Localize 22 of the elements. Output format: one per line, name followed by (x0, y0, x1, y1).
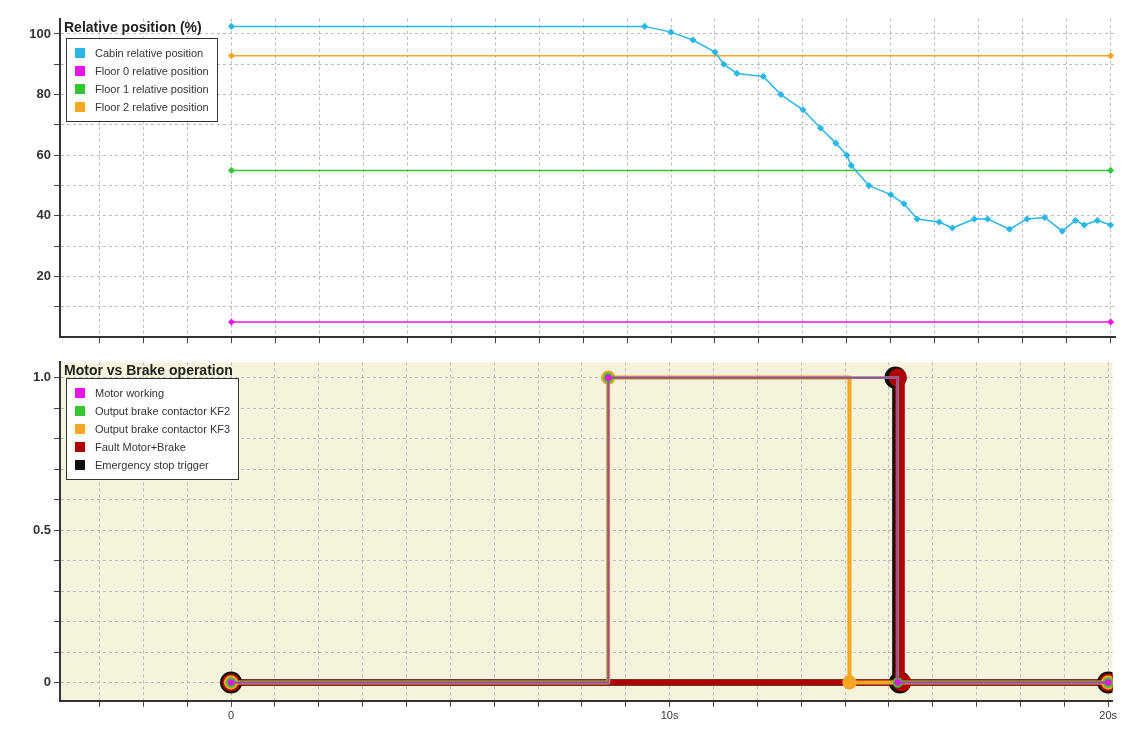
y-tick-label: 1.0 (32, 369, 51, 385)
x-tick-label: 10s (660, 709, 679, 722)
y-tick-label: 40 (36, 207, 51, 223)
y-tick-label: 0 (43, 674, 51, 690)
x-tick-label: 20s (1099, 709, 1118, 722)
legend-label: Motor working (95, 387, 165, 399)
y-tick-label: 20 (36, 268, 51, 284)
y-tick-label: 100 (29, 25, 51, 41)
legend-label: Floor 0 relative position (95, 65, 209, 77)
y-tick-label: 80 (36, 86, 51, 102)
legend-label: Output brake contactor KF3 (95, 423, 231, 435)
legend-label: Emergency stop trigger (95, 459, 209, 471)
y-tick-label: 0.5 (32, 521, 51, 537)
legend-label: Cabin relative position (95, 47, 204, 59)
legend-label: Floor 1 relative position (95, 83, 209, 95)
y-tick-label: 60 (36, 146, 51, 162)
chart-title: Motor vs Brake operation (64, 362, 233, 379)
chart-title: Relative position (%) (64, 18, 202, 35)
legend-label: Floor 2 relative position (95, 101, 209, 113)
x-tick-label: 0 (227, 709, 235, 722)
legend-label: Fault Motor+Brake (95, 441, 186, 453)
legend-label: Output brake contactor KF2 (95, 405, 231, 417)
